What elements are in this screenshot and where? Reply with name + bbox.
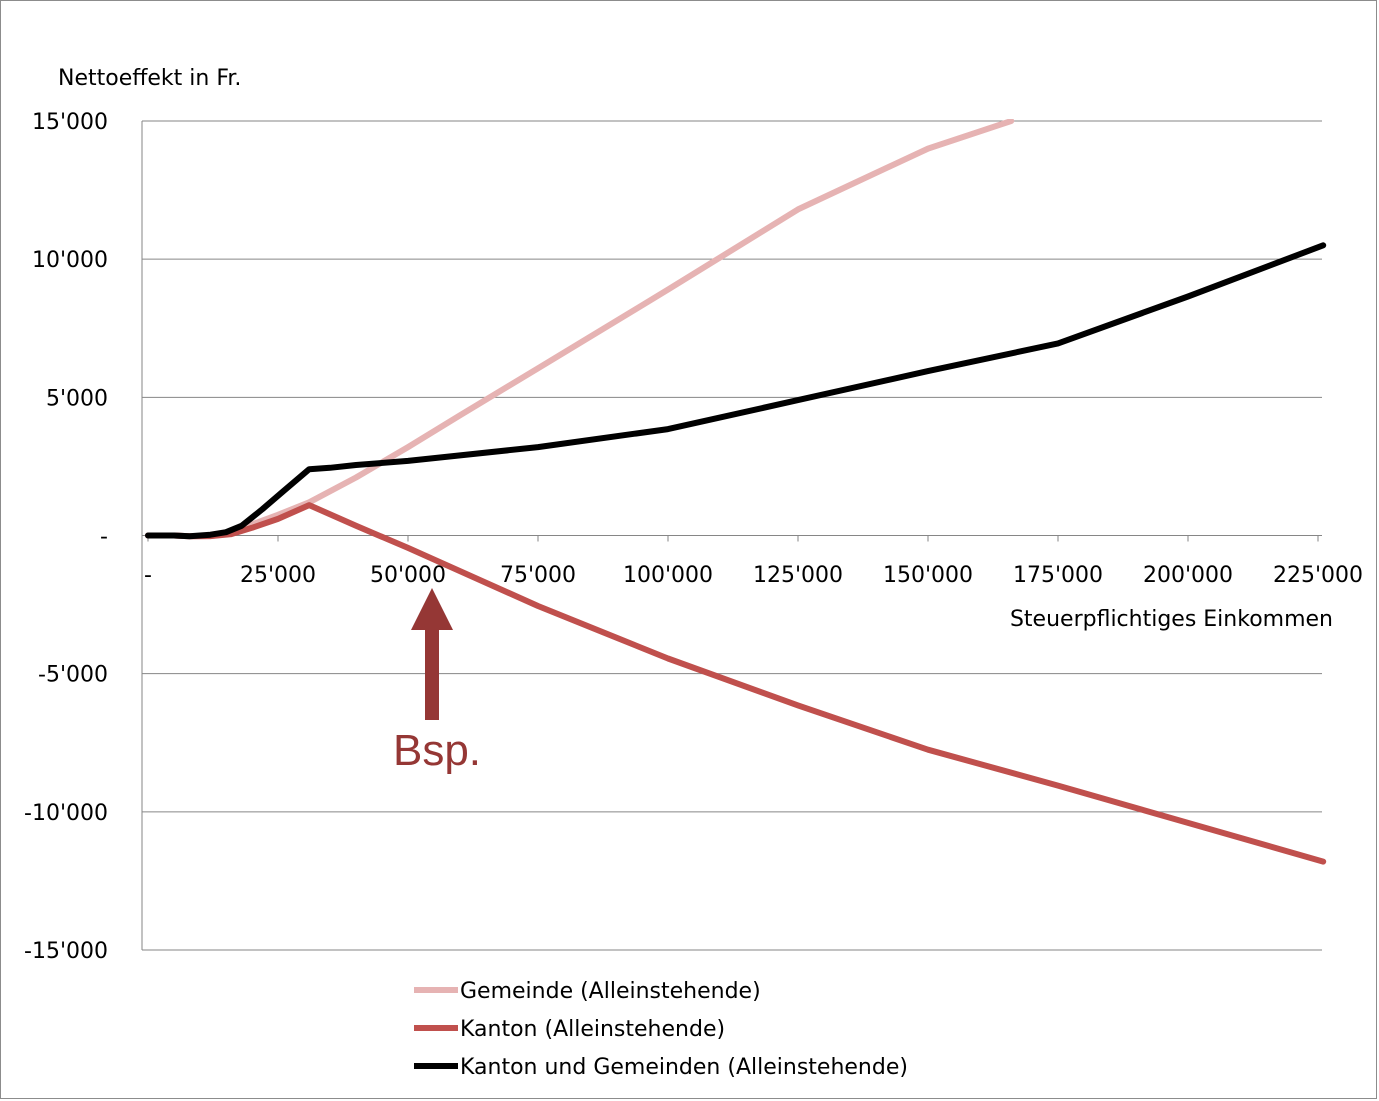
- x-tick-label: 75'000: [500, 563, 576, 588]
- annotation-arrow-head: [411, 588, 453, 630]
- y-tick-label: 5'000: [46, 386, 108, 411]
- y-tick-label: -15'000: [24, 939, 108, 964]
- series-line-1: [145, 119, 1015, 540]
- x-tick-label: 225'000: [1273, 563, 1363, 588]
- y-tick-label: 15'000: [32, 110, 108, 135]
- series-line-3: [145, 242, 1327, 540]
- annotation-arrow-shaft: [425, 624, 439, 720]
- legend-label: Kanton (Alleinstehende): [460, 1017, 725, 1042]
- y-tick-label: -5'000: [38, 663, 108, 688]
- x-tick-label: 125'000: [753, 563, 843, 588]
- y-axis-label: Nettoeffekt in Fr.: [58, 66, 241, 91]
- axes: 15'000 10'000 5'000 - -5'000 -10'000 -15'000 - 2…: [24, 110, 1363, 964]
- legend: Gemeinde (Alleinstehende) Kanton (Alleins…: [414, 979, 908, 1080]
- series-lines: [145, 119, 1327, 865]
- x-tick-label: 50'000: [370, 563, 446, 588]
- x-axis-label: Steuerpflichtiges Einkommen: [1010, 607, 1333, 632]
- x-tick-label: 200'000: [1143, 563, 1233, 588]
- x-tick-label: 175'000: [1013, 563, 1103, 588]
- legend-label: Gemeinde (Alleinstehende): [460, 979, 761, 1004]
- x-tick-label: 150'000: [883, 563, 973, 588]
- legend-label: Kanton und Gemeinden (Alleinstehende): [460, 1055, 908, 1080]
- x-tick-label: -: [144, 563, 152, 588]
- y-tick-label: -10'000: [24, 801, 108, 826]
- y-tick-label: 10'000: [32, 248, 108, 273]
- annotation-label: Bsp.: [393, 726, 481, 775]
- series-line-2: [145, 502, 1327, 865]
- x-tick-label: 25'000: [240, 563, 316, 588]
- annotations: Bsp.: [393, 588, 481, 775]
- y-tick-label: -: [100, 525, 108, 550]
- gridlines: [142, 120, 1322, 951]
- x-tick-label: 100'000: [623, 563, 713, 588]
